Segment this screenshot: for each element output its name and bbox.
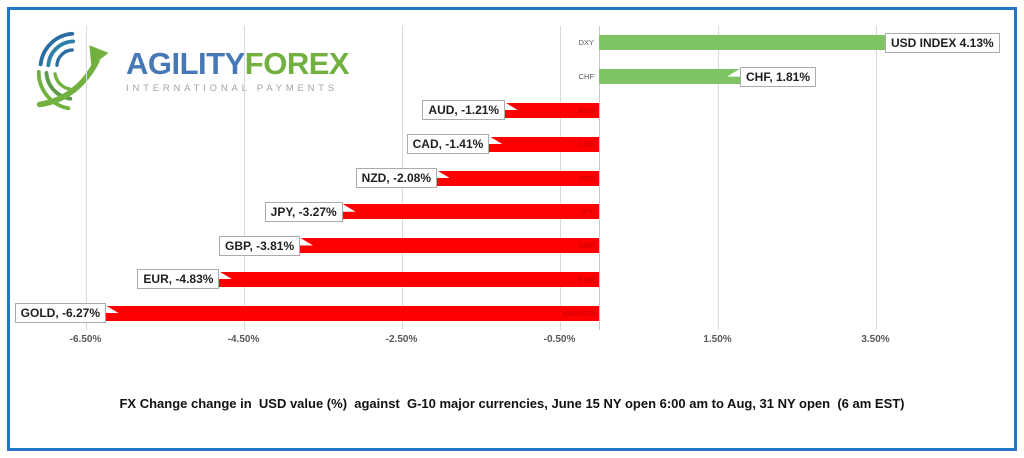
brand-tagline: INTERNATIONAL PAYMENTS [126, 83, 339, 94]
data-label-xauusd: GOLD, -6.27% [14, 303, 107, 324]
bar-aud [503, 102, 599, 118]
data-label-cad: CAD, -1.41% [406, 134, 490, 155]
gridline [85, 26, 87, 330]
category-label-xauusd: XAUUSD [562, 308, 594, 318]
bar-xauusd [103, 305, 599, 321]
x-axis-tick-label: -2.50% [385, 334, 418, 345]
category-label-jpy: JPY [580, 207, 594, 217]
gridline [243, 26, 245, 330]
bar-chf [599, 69, 742, 85]
data-label-chf: CHF, 1.81% [739, 66, 817, 87]
brand-name-agility: AGILITY [126, 46, 245, 81]
callout-tail [340, 202, 356, 212]
bar-gbp [298, 238, 599, 254]
chart-title: FX Change change in USD value (%) agains… [119, 396, 905, 411]
globe-arrow-icon [36, 31, 109, 111]
category-label-dxy: DXY [578, 38, 594, 48]
bar-jpy [340, 204, 599, 220]
data-label-gbp: GBP, -3.81% [219, 235, 301, 256]
brand-name-forex: FOREX [244, 46, 350, 81]
data-label-aud: AUD, -1.21% [422, 100, 506, 121]
category-label-chf: CHF [578, 72, 594, 82]
chart-border [7, 7, 1017, 451]
callout-tail [298, 236, 313, 246]
bar-cad [487, 136, 599, 152]
callout-tail [487, 135, 503, 145]
category-label-nzd: NZD [578, 173, 594, 183]
brand-logo: AGILITYFOREX INTERNATIONAL PAYMENTS [34, 26, 350, 116]
callout-tail [503, 101, 519, 111]
data-label-nzd: NZD, -2.08% [355, 168, 438, 188]
bar-eur [217, 271, 599, 287]
data-label-jpy: JPY, -3.27% [264, 201, 343, 222]
bar-nzd [434, 170, 599, 186]
x-axis-tick-label: 1.50% [703, 334, 732, 345]
data-label-dxy: USD INDEX 4.13% [885, 32, 1000, 53]
gridline [717, 26, 719, 330]
brand-text: AGILITYFOREX INTERNATIONAL PAYMENTS [126, 46, 350, 94]
x-axis-tick-label: -0.50% [543, 334, 576, 345]
callout-tail [103, 304, 119, 314]
category-label-eur: EUR [578, 274, 594, 284]
gridline [875, 26, 877, 330]
callout-tail [434, 169, 450, 178]
callout-tail [217, 270, 233, 280]
x-axis-tick-label: -6.50% [69, 334, 102, 345]
x-axis-tick-label: -4.50% [227, 334, 260, 345]
x-axis-tick-label: 3.50% [861, 334, 890, 345]
category-label-cad: CAD [578, 139, 594, 149]
callout-tail [726, 67, 742, 77]
category-label-gbp: GBP [578, 241, 594, 251]
data-label-eur: EUR, -4.83% [137, 269, 220, 290]
bar-dxy [599, 35, 926, 51]
category-label-aud: AUD [578, 105, 594, 115]
zero-axis-line [599, 26, 600, 330]
